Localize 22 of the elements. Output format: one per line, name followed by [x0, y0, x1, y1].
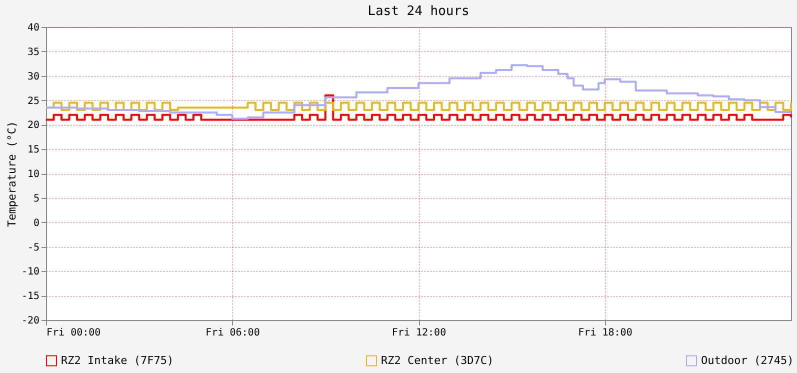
y-tick-label: 0 [33, 218, 40, 229]
y-axis-title: Temperature (°C) [5, 121, 18, 227]
y-tick-label: 30 [27, 71, 40, 82]
y-tick-label: -10 [21, 266, 40, 278]
y-tick-label: -5 [27, 242, 40, 254]
legend-label: RZ2 Center (3D7C) [381, 354, 494, 367]
y-tick-label: 5 [33, 193, 40, 204]
y-tick-label: 40 [27, 22, 40, 34]
x-tick-label: Fri 18:00 [578, 328, 632, 338]
y-tick-label: 25 [27, 96, 40, 107]
y-tick-label: 10 [27, 169, 40, 180]
y-tick-label: -15 [21, 291, 40, 302]
x-tick-label: Fri 06:00 [206, 328, 260, 338]
y-tick-label: 15 [27, 144, 40, 156]
y-tick-label: -20 [21, 316, 40, 326]
chart-title: Last 24 hours [368, 4, 470, 19]
y-tick-label: 20 [27, 120, 40, 132]
legend-label: RZ2 Intake (7F75) [61, 354, 174, 367]
x-tick-label: Fri 12:00 [392, 328, 446, 338]
y-tick-label: 35 [27, 46, 40, 58]
x-tick-label: Fri 00:00 [46, 328, 101, 338]
legend-label: Outdoor (2745) [701, 354, 794, 367]
